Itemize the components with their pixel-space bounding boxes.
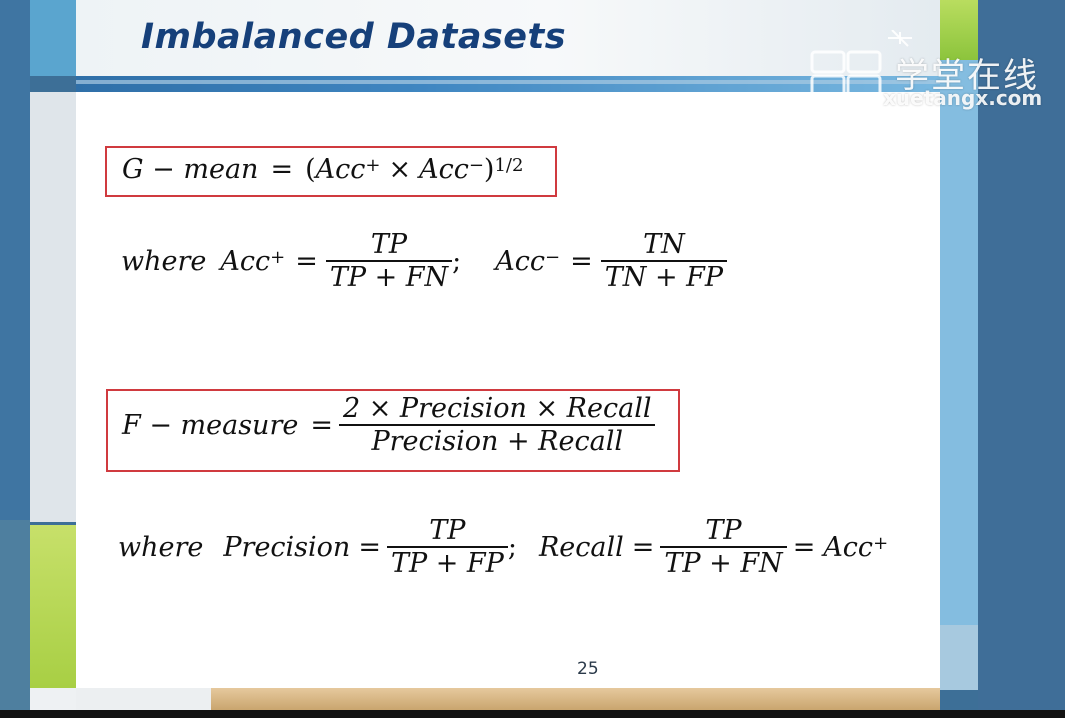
slide-title: Imbalanced Datasets xyxy=(141,17,567,57)
acc-pos-denominator: TP + FN xyxy=(325,260,453,294)
precision-numerator: TP xyxy=(429,515,466,546)
acc-neg-fraction: TN TN + FP xyxy=(600,229,728,294)
frame-left-inner-bottom xyxy=(30,688,76,710)
fmeasure-formula: F − measure = 2 × Precision × Recall Pre… xyxy=(122,393,656,458)
watermark-brand: 学堂在线 xyxy=(895,56,1039,96)
frame-left-bar-lower xyxy=(0,520,30,710)
fmeasure-highlight-box xyxy=(106,389,680,472)
frame-left-bar xyxy=(0,0,30,520)
gmean-highlight-box xyxy=(105,146,557,197)
acc-neg-numerator: TN xyxy=(643,229,685,260)
frame-right-outer xyxy=(978,0,1065,710)
fmeasure-fraction: 2 × Precision × Recall Precision + Recal… xyxy=(338,393,656,458)
frame-right-green xyxy=(940,0,978,60)
gmean-minus-sup: − xyxy=(468,155,484,176)
acc-neg-denominator: TN + FP xyxy=(600,260,728,294)
gmean-plus-sup: + xyxy=(365,155,381,176)
acc-where: where xyxy=(121,246,207,278)
recall-numerator: TP xyxy=(705,515,742,546)
prec-where: where xyxy=(118,532,204,564)
gmean-formula: G − mean = ( Acc + × Acc − ) 1/2 xyxy=(122,154,523,185)
recall-fraction: TP TP + FN xyxy=(660,515,787,580)
acc-pos-sup: + xyxy=(270,247,286,269)
acc-neg-equals: = xyxy=(570,246,593,278)
gmean-acc-neg: Acc xyxy=(419,154,469,185)
gmean-acc-pos: Acc xyxy=(315,154,366,185)
page-number: 25 xyxy=(577,659,599,679)
acc-pos-label: Acc xyxy=(220,246,271,278)
precision-equals: = xyxy=(358,532,381,564)
recall-equals-acc: = xyxy=(792,532,816,564)
footer-bar xyxy=(211,688,940,710)
gmean-lhs: G − mean xyxy=(122,154,259,185)
acc-pos-fraction: TP TP + FN xyxy=(325,229,453,294)
precision-separator: ; xyxy=(507,532,517,564)
fmeasure-numerator: 2 × Precision × Recall xyxy=(342,393,652,424)
recall-acc-label: Acc xyxy=(823,532,874,564)
frame-right-strip xyxy=(940,60,978,625)
frame-left-inner-green xyxy=(30,525,76,688)
precision-fraction: TP TP + FP xyxy=(386,515,508,580)
footer-strip xyxy=(76,688,211,710)
acc-neg-label: Acc xyxy=(495,246,546,278)
acc-separator: ; xyxy=(452,246,462,278)
acc-pos-equals: = xyxy=(295,246,318,278)
acc-pos-numerator: TP xyxy=(370,229,408,260)
precision-denominator: TP + FP xyxy=(386,546,508,580)
precision-label: Precision xyxy=(223,532,351,564)
gmean-open-paren: ( xyxy=(305,154,316,185)
watermark-logo-icon xyxy=(810,30,912,100)
recall-equals: = xyxy=(631,532,655,564)
gmean-exponent: 1/2 xyxy=(494,155,524,176)
fmeasure-lhs: F − measure xyxy=(122,410,299,442)
fmeasure-equals: = xyxy=(310,410,333,442)
watermark-url: xuetangx.com xyxy=(883,86,1043,110)
header-rule-highlight xyxy=(76,80,940,84)
precision-recall-definition: where Precision = TP TP + FP ; Recall = … xyxy=(118,515,888,580)
gmean-equals: = xyxy=(270,154,294,185)
gmean-close-paren: ) xyxy=(483,154,495,185)
bottom-edge xyxy=(0,710,1065,718)
gmean-times: × xyxy=(388,154,412,185)
acc-neg-sup: − xyxy=(545,247,561,269)
recall-label: Recall xyxy=(538,532,624,564)
slide-header xyxy=(76,0,940,76)
recall-denominator: TP + FN xyxy=(660,546,787,580)
frame-left-inner-top xyxy=(30,0,76,76)
fmeasure-denominator: Precision + Recall xyxy=(338,424,656,458)
acc-definition: where Acc + = TP TP + FN ; Acc − = TN TN +… xyxy=(121,229,728,294)
recall-acc-sup: + xyxy=(873,533,889,555)
frame-left-inner-gray xyxy=(30,92,76,522)
frame-right-strip-lower xyxy=(940,625,978,690)
